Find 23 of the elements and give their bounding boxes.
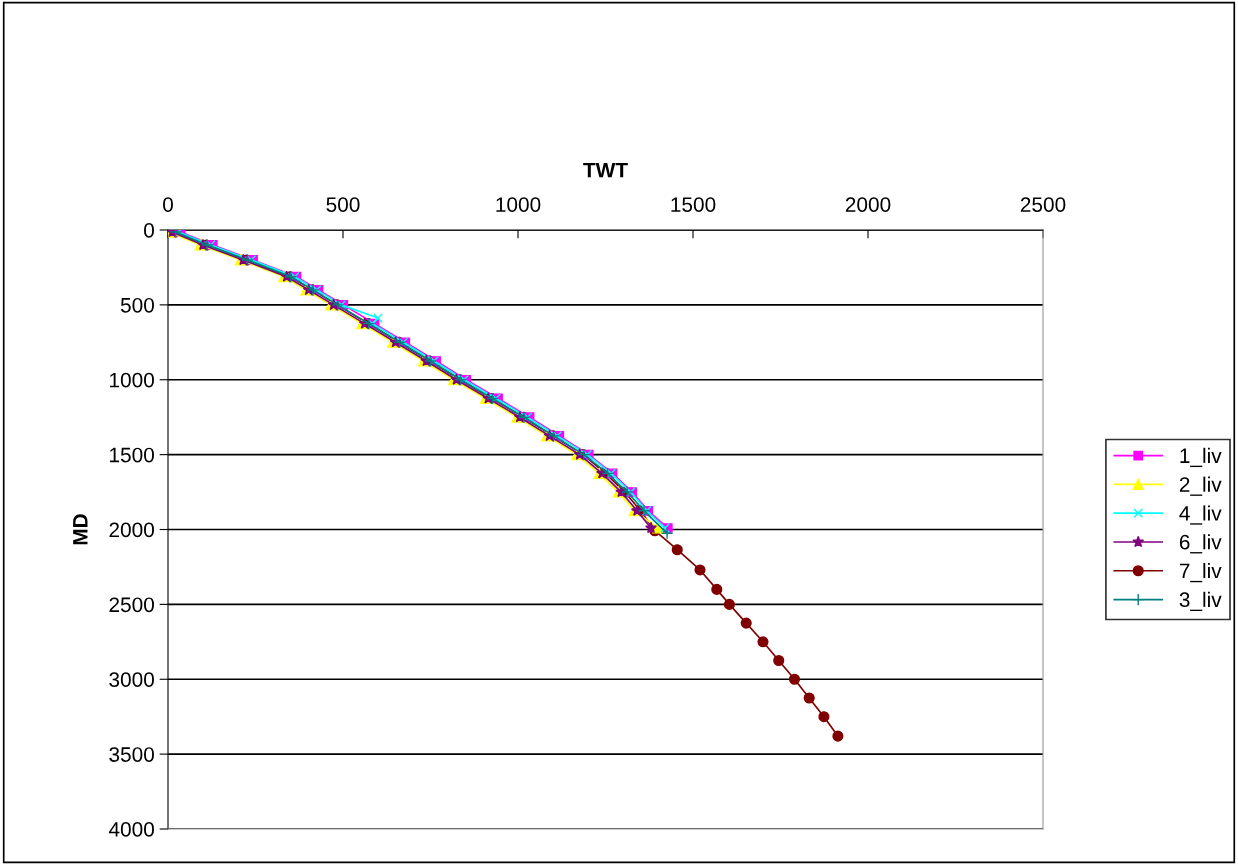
legend-label: 1_liv	[1180, 447, 1222, 468]
legend-label: 6_liv	[1179, 534, 1222, 554]
y-tick-label: 3500	[109, 747, 154, 762]
y-tick-label: 2500	[109, 597, 154, 613]
y-axis-title: MD	[73, 514, 88, 545]
legend-label: 2_liv	[1179, 476, 1222, 496]
legend-label: 3_liv	[1179, 591, 1222, 612]
x-tick-label: 2500	[1020, 197, 1066, 212]
x-tick-label: 1500	[671, 197, 716, 212]
y-tick-label: 2000	[109, 522, 154, 538]
x-tick-label: 2000	[845, 197, 891, 212]
legend-label: 4_liv	[1179, 505, 1222, 525]
y-tick-label: 3000	[109, 672, 154, 687]
legend-label: 7_liv	[1179, 562, 1222, 583]
x-tick-label: 1000	[496, 197, 541, 212]
y-tick-label: 0	[144, 223, 154, 238]
y-tick-label: 1000	[110, 372, 154, 388]
x-axis-title: TWT	[583, 162, 628, 178]
y-tick-label: 4000	[108, 822, 154, 837]
x-tick-label: 500	[326, 197, 360, 212]
y-tick-label: 500	[120, 297, 154, 313]
x-tick-label: 0	[163, 197, 173, 212]
y-tick-label: 1500	[110, 447, 154, 463]
